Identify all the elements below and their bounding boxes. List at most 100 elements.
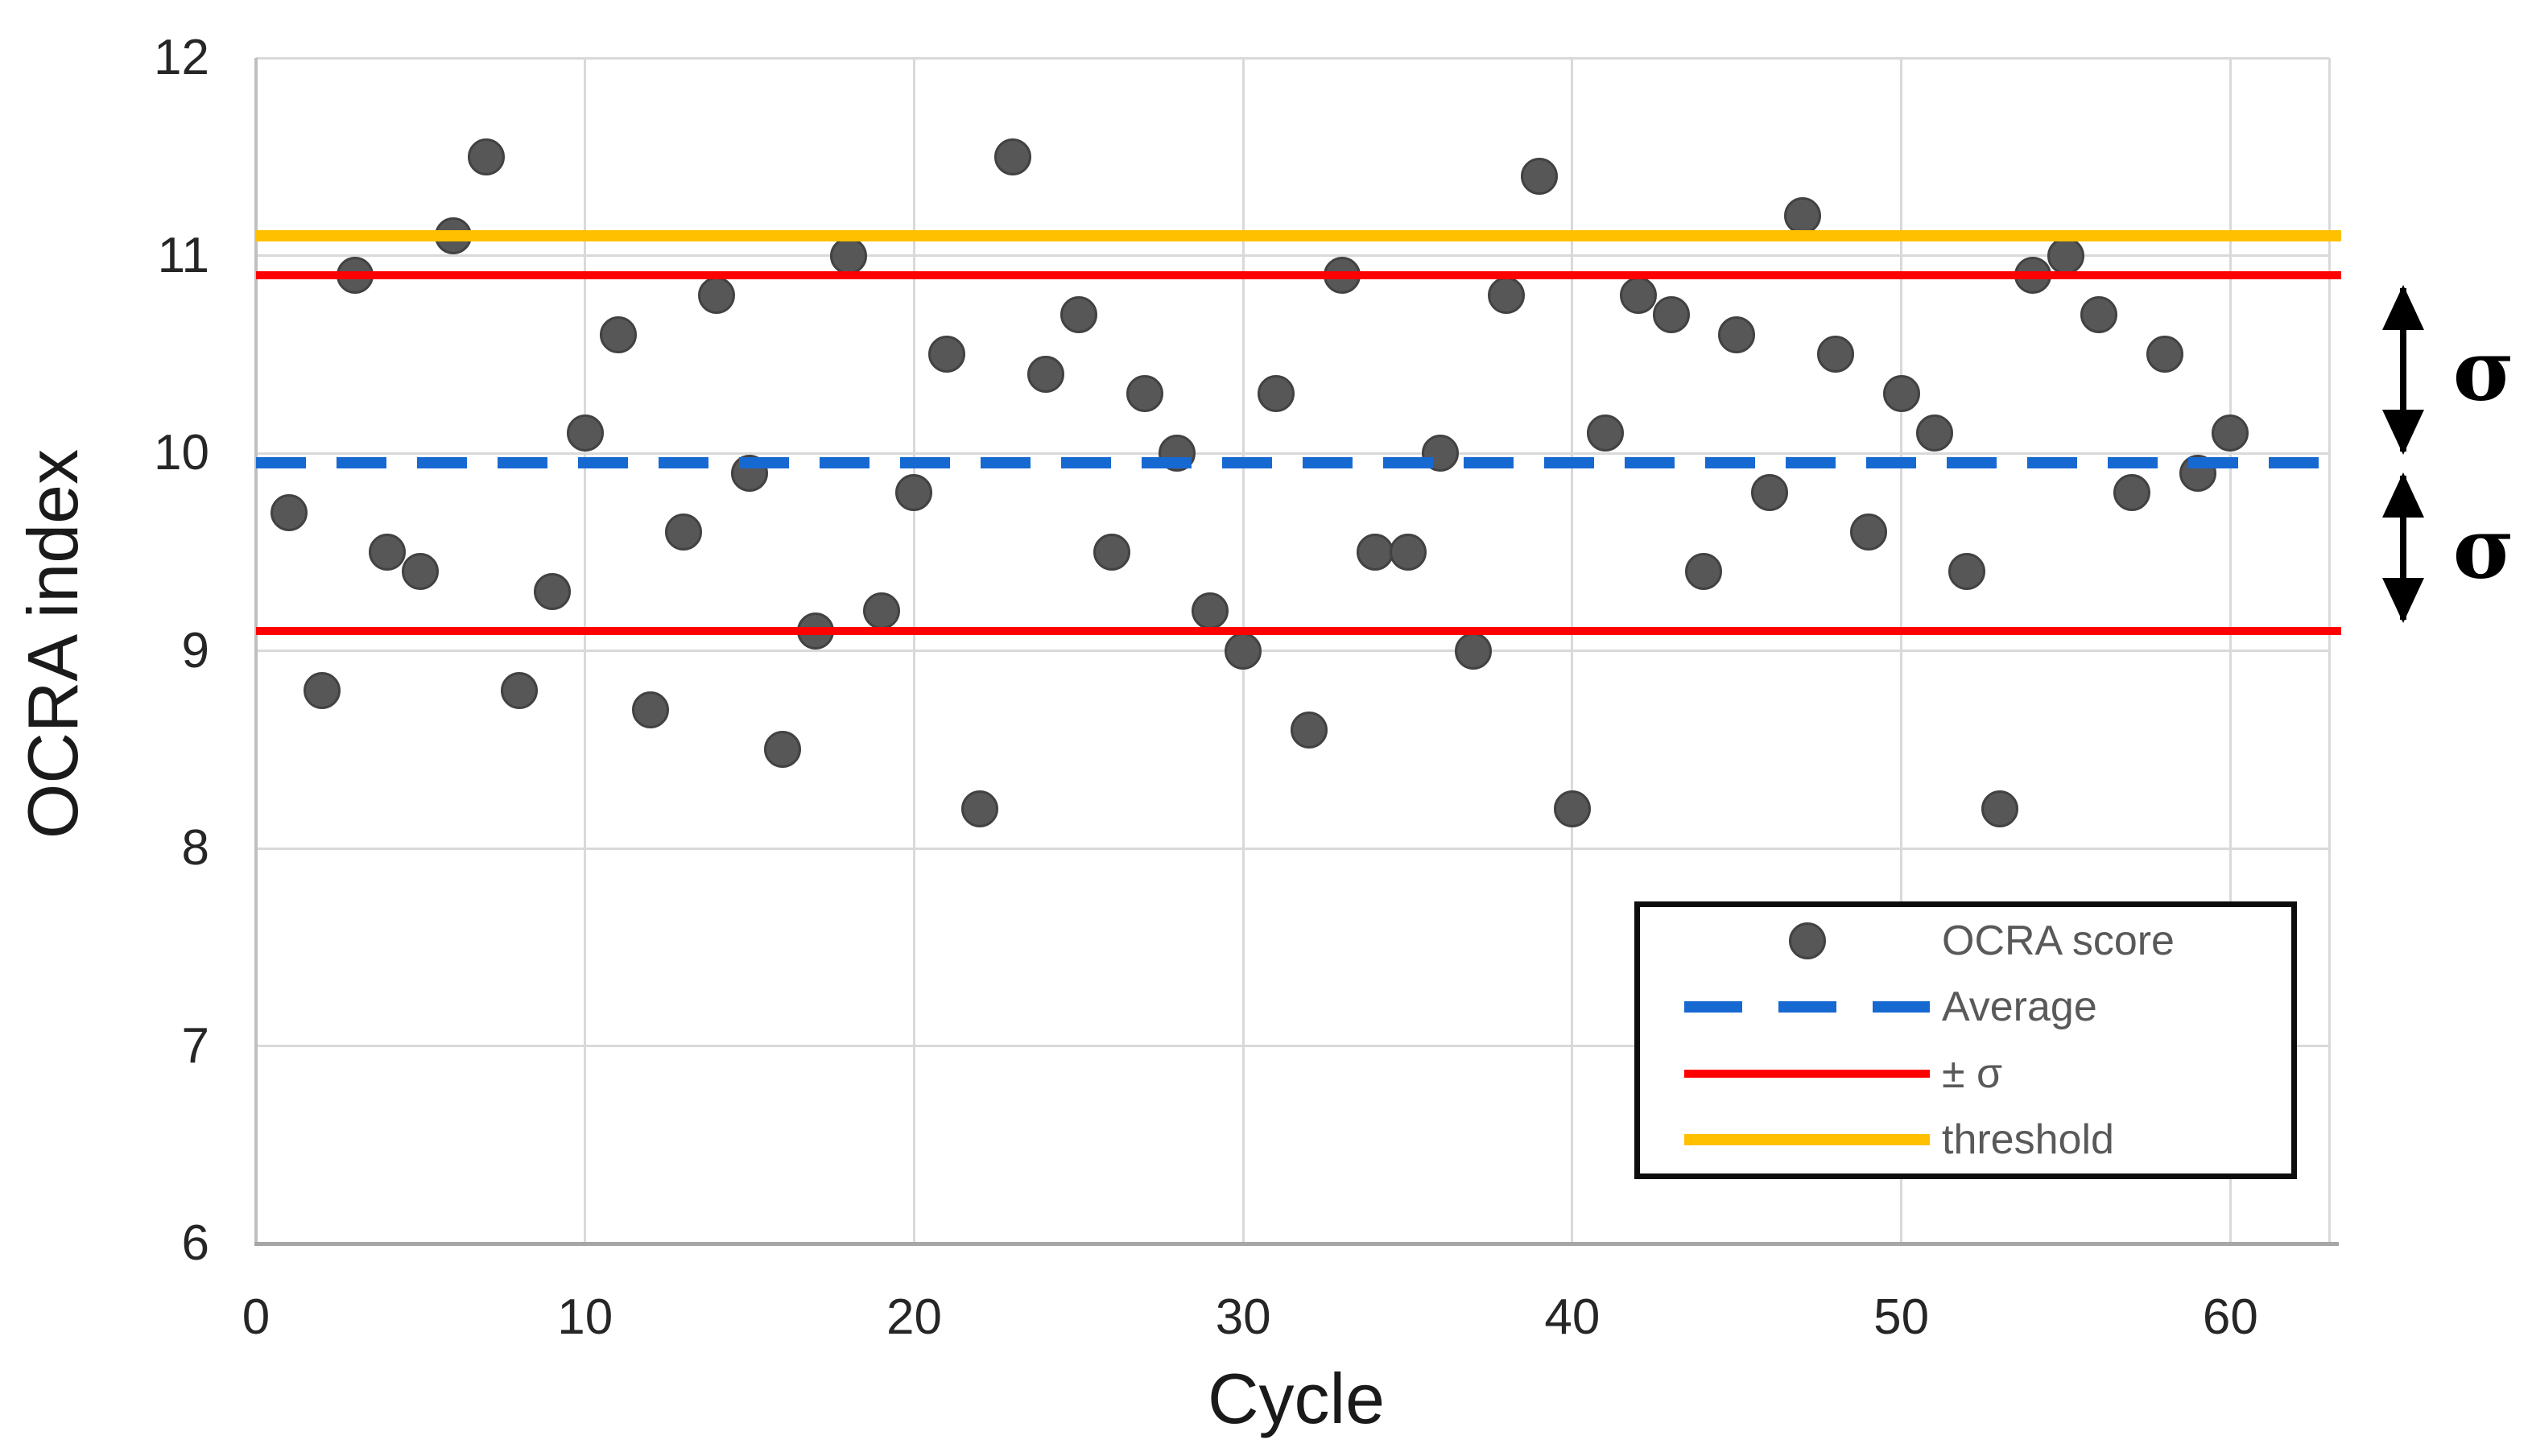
x-tick-label: 0 [242,1289,271,1345]
y-tick-label: 6 [181,1215,209,1271]
horizontal-gridline [256,452,2329,455]
data-point [1948,553,1986,591]
average-line [256,457,2341,469]
data-point [1718,316,1756,353]
vertical-gridline [584,58,587,1244]
data-point [829,237,867,274]
horizontal-gridline [256,254,2329,257]
arrow-up-icon [2382,285,2424,331]
data-point [1258,375,1295,413]
data-point [1849,514,1887,551]
data-point [2146,336,2183,373]
x-tick-label: 30 [1215,1289,1271,1345]
legend-item-average: Average [1640,975,2291,1039]
x-tick-label: 60 [2202,1289,2258,1345]
data-point [763,731,801,769]
data-point [1126,375,1163,413]
data-point [566,415,604,452]
plus_sigma-line [256,271,2341,280]
data-point [961,790,999,827]
data-point [500,671,538,709]
threshold-line [256,229,2341,241]
data-point [1225,632,1262,670]
arrow-down-icon [2382,410,2424,456]
data-point [533,572,571,610]
data-point [1685,553,1723,591]
horizontal-gridline [256,1045,2329,1047]
data-point [2212,415,2249,452]
horizontal-gridline [256,847,2329,850]
y-tick-label: 10 [154,425,209,481]
horizontal-gridline [256,56,2329,60]
y-tick-label: 11 [157,227,209,283]
data-point [1619,276,1657,314]
sigma-arrow [2400,476,2406,620]
data-point [1290,711,1328,749]
data-point [369,533,407,571]
y-tick-label: 9 [181,622,209,679]
legend-yellow-line-marker [1684,1133,1930,1145]
y-tick-label: 7 [181,1017,209,1074]
vertical-gridline [1571,58,1574,1244]
data-point [1816,336,1854,373]
data-point [1192,592,1229,630]
data-point [1093,533,1130,571]
arrow-down-icon [2382,577,2424,623]
data-point [862,592,900,630]
legend-item-sigma: ± σ [1640,1041,2291,1106]
data-point [1915,415,1953,452]
data-point [270,493,308,531]
data-point [1784,197,1822,235]
legend-label-threshold: threshold [1942,1116,2114,1163]
data-point [698,276,736,314]
data-point [1586,415,1624,452]
plot-right-border [2328,58,2331,1244]
data-point [1981,790,2019,827]
minus_sigma-line [256,626,2341,635]
data-point [665,514,703,551]
legend-dashed-line-marker [1684,1001,1930,1013]
data-point [1389,533,1427,571]
data-point [1455,632,1493,670]
data-point [928,336,966,373]
data-point [402,553,440,591]
x-tick-label: 10 [557,1289,613,1345]
y-tick-label: 8 [181,820,209,876]
x-axis-title: Cycle [1207,1359,1386,1438]
vertical-gridline [1900,58,1903,1244]
sigma-label: σ [2452,320,2515,420]
x-tick-label: 40 [1544,1289,1601,1345]
y-axis-line [254,58,258,1244]
data-point [2047,237,2085,274]
data-point [468,138,506,175]
x-tick-label: 20 [886,1289,942,1345]
x-axis-line [254,1242,2339,1246]
data-point [1553,790,1591,827]
legend-dot-marker [1788,922,1826,960]
arrow-up-icon [2382,472,2424,518]
legend: OCRA score Average ± σ threshold [1634,901,2297,1179]
data-point [1652,296,1690,334]
data-point [2080,296,2117,334]
data-point [1521,158,1559,196]
data-point [1356,533,1394,571]
legend-item-ocra-score: OCRA score [1640,909,2291,973]
legend-label-sigma: ± σ [1942,1050,2003,1097]
legend-item-threshold: threshold [1640,1107,2291,1172]
legend-red-line-marker [1684,1069,1930,1078]
data-point [1882,375,1920,413]
data-point [1751,474,1789,512]
data-point [599,316,637,353]
vertical-gridline [2228,58,2232,1244]
data-point [1488,276,1526,314]
legend-label-average: Average [1942,984,2097,1031]
data-point [1059,296,1097,334]
sigma-arrow [2400,288,2406,452]
sigma-label: σ [2452,498,2515,598]
x-tick-label: 50 [1873,1289,1930,1345]
legend-label-ocra-score: OCRA score [1942,918,2175,965]
data-point [303,671,341,709]
y-tick-label: 12 [154,30,209,85]
